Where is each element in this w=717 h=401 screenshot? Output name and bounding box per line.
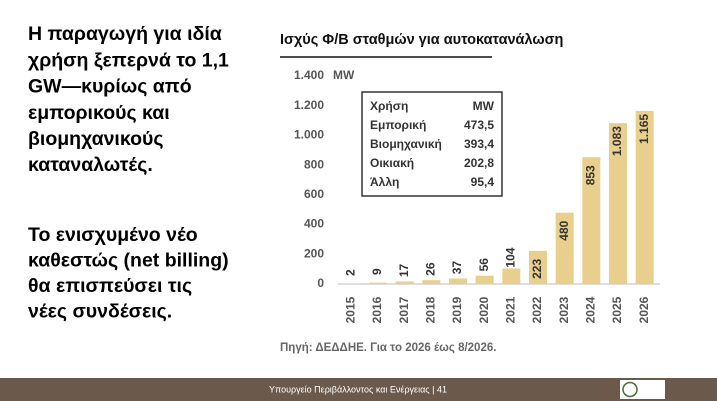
footer-text: Υπουργείο Περιβάλλοντος και Ενέργειας | …: [269, 384, 447, 394]
value-label: 480: [557, 220, 571, 240]
chart-title: Ισχύς Φ/Β σταθμών για αυτοκατανάλωση: [280, 32, 563, 48]
value-label: 26: [424, 262, 438, 276]
y-tick-label: 200: [304, 246, 324, 260]
legend-table: [361, 91, 503, 197]
value-label: 56: [477, 258, 491, 272]
y-tick-label: 0: [317, 276, 324, 290]
body-text: καταναλωτές.: [28, 154, 153, 176]
table-cell: 393,4: [464, 137, 494, 151]
x-tick-label: 2018: [424, 296, 438, 323]
body-text: Το ενισχυμένο νέο: [28, 224, 198, 246]
x-tick-label: 2016: [370, 296, 384, 323]
x-tick-label: 2019: [450, 296, 464, 323]
bar: [555, 212, 574, 284]
value-label: 2: [344, 269, 358, 276]
value-label: 104: [504, 247, 518, 267]
body-text: GW—κυρίως από: [28, 76, 192, 98]
table-cell: 95,4: [471, 175, 495, 189]
bar: [395, 281, 414, 284]
logo: [620, 380, 665, 399]
value-label: 853: [584, 165, 598, 185]
body-text: εμπορικούς και: [28, 102, 170, 124]
bar: [422, 280, 441, 284]
table-cell: Βιομηχανική: [370, 137, 442, 151]
x-tick-label: 2025: [610, 296, 624, 323]
table-cell: 202,8: [464, 156, 494, 170]
bar: [369, 282, 387, 284]
bar: [475, 275, 494, 284]
y-tick-label: 600: [304, 187, 324, 201]
bar: [502, 268, 521, 284]
y-tick-label: 1.400: [294, 68, 324, 82]
body-text: βιομηχανικούς: [28, 128, 163, 150]
value-label: 1.083: [610, 126, 624, 156]
value-label: 9: [370, 268, 384, 275]
table-header: MW: [473, 99, 495, 113]
bar: [609, 123, 627, 285]
value-label: 223: [530, 259, 544, 279]
table-cell: Οικιακή: [370, 156, 414, 170]
table-cell: Εμπορική: [370, 118, 426, 132]
x-tick-label: 2020: [477, 296, 491, 323]
body-text: θα επισπεύσει τις: [28, 275, 192, 297]
logo-emblem: [622, 381, 638, 398]
x-tick-label: 2021: [504, 296, 518, 323]
bar: [529, 250, 547, 284]
x-tick-label: 2022: [530, 296, 544, 323]
x-tick-label: 2026: [637, 296, 651, 323]
x-tick-label: 2017: [397, 296, 411, 323]
x-tick-label: 2024: [584, 296, 598, 323]
y-tick-label: 800: [304, 157, 324, 171]
footer-bar: [0, 378, 717, 401]
body-text: καθεστώς (net billing): [28, 250, 229, 272]
table-header: Χρήση: [370, 99, 408, 113]
x-tick-label: 2015: [344, 296, 358, 323]
value-label: 1.165: [637, 114, 651, 144]
value-label: 17: [397, 263, 411, 277]
value-label: 37: [450, 261, 464, 275]
table-cell: Άλλη: [370, 175, 399, 189]
x-tick-label: 2023: [557, 296, 571, 323]
y-tick-label: 1.200: [294, 98, 324, 112]
y-tick-label: 1.000: [294, 128, 324, 142]
source: Πηγή: ΔΕΔΔΗΕ. Για το 2026 έως 8/2026.: [280, 342, 496, 354]
y-tick-label: 400: [304, 217, 324, 231]
body-text: χρήση ξεπερνά το 1,1: [28, 49, 229, 71]
bar: [635, 110, 654, 285]
table-cell: 473,5: [464, 118, 494, 132]
bar: [582, 157, 601, 284]
body-text: Η παραγωγή για ιδία: [28, 23, 222, 45]
bar: [449, 278, 467, 284]
body-text: νέες συνδέσεις.: [28, 301, 172, 323]
y-unit: MW: [333, 68, 355, 82]
